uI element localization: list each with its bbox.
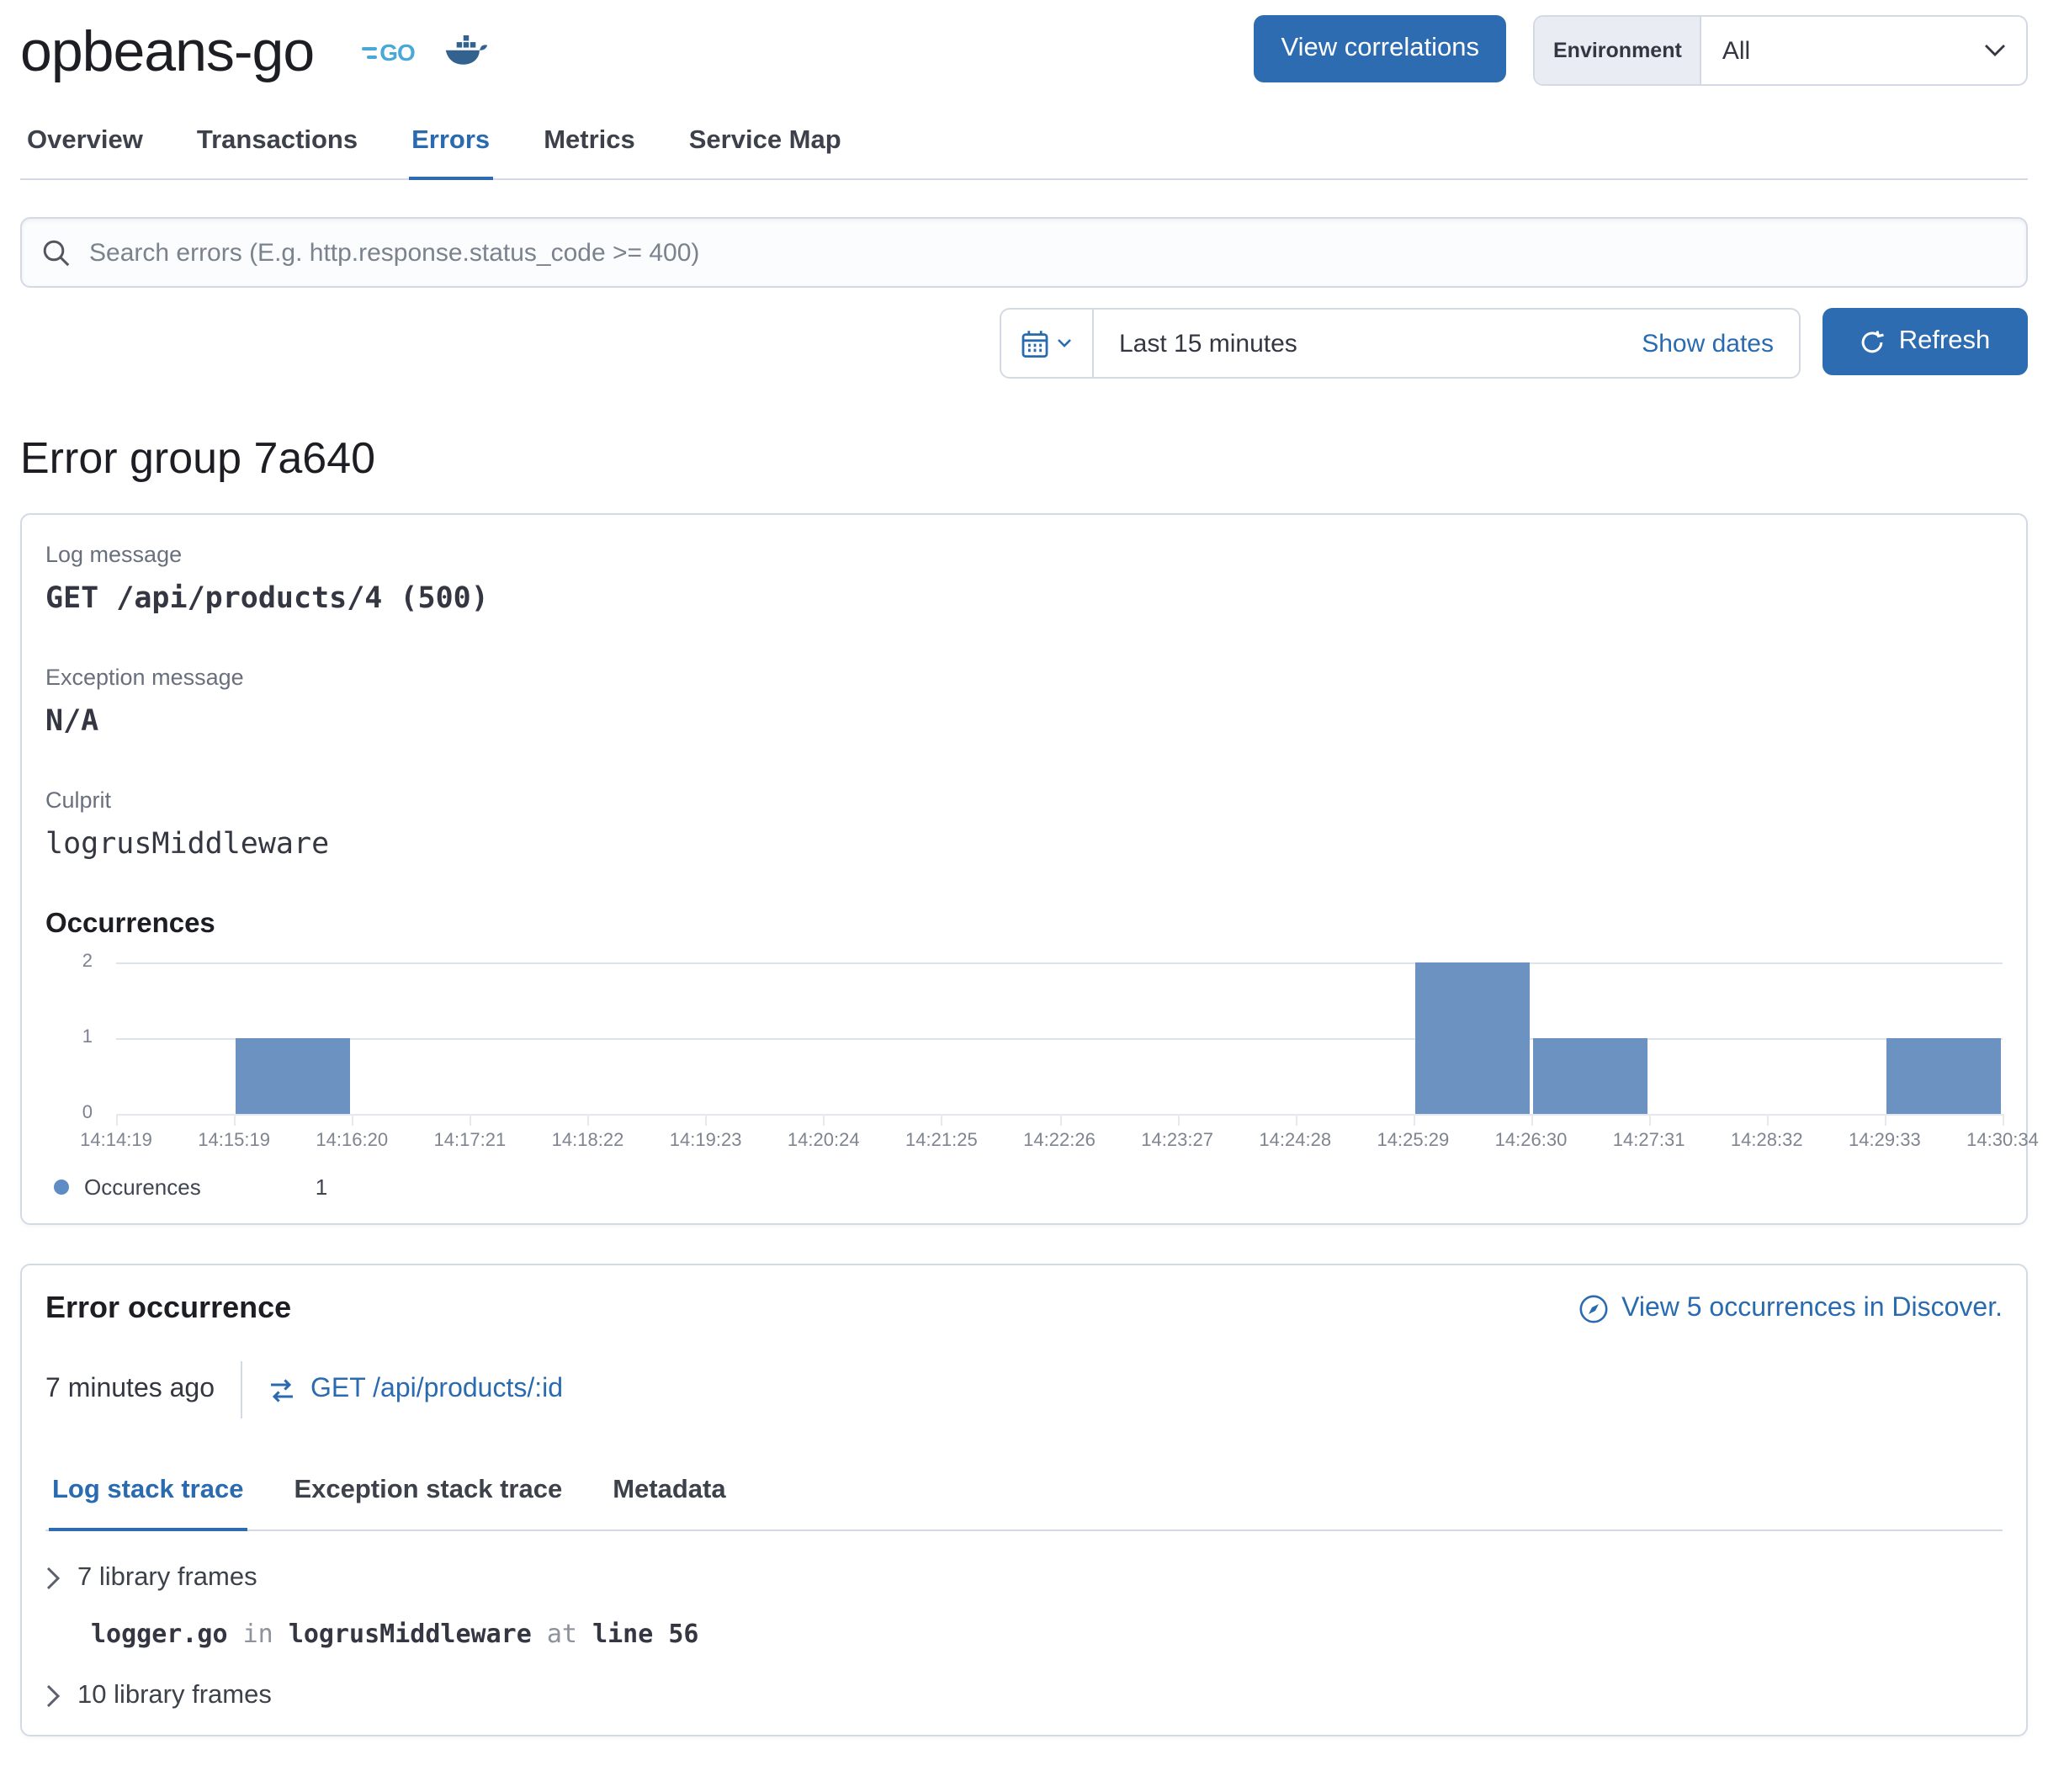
page-title: Error group 7a640 (20, 432, 376, 483)
culprit-value: logrusMiddleware (45, 828, 330, 862)
search-input[interactable] (86, 236, 2006, 268)
apm-error-group-page: opbeans-go GO View correlations Environm… (20, 0, 2039, 1736)
docker-icon (445, 34, 489, 70)
legend-dot-icon (54, 1180, 69, 1195)
show-dates-link[interactable]: Show dates (1642, 329, 1774, 358)
occurrence-timestamp: 7 minutes ago (45, 1375, 215, 1403)
stack-frame[interactable]: logger.go in logrusMiddleware at line 56 (91, 1619, 699, 1649)
date-picker: Last 15 minutes Show dates (1000, 308, 1801, 379)
chevron-right-icon (45, 1567, 61, 1590)
chevron-down-icon (1984, 44, 2006, 57)
refresh-button[interactable]: Refresh (1823, 308, 2028, 375)
search-icon (42, 238, 71, 267)
log-message-label: Log message (45, 542, 183, 567)
environment-select-value: All (1722, 36, 1751, 65)
exception-message-value: N/A (45, 705, 99, 739)
service-name-title: opbeans-go (20, 20, 315, 84)
legend-value: 1 (315, 1174, 328, 1200)
go-agent-icon: GO (361, 39, 416, 66)
log-message-value: GET /api/products/4 (500) (45, 582, 489, 616)
tab-metrics[interactable]: Metrics (544, 126, 635, 155)
occurrences-plot (116, 962, 2004, 1126)
stack-trace-tabs: Log stack trace Exception stack trace Me… (45, 1469, 2003, 1531)
chart-legend[interactable]: Occurences 1 (54, 1174, 2003, 1200)
library-frames-accordion-1[interactable]: 7 library frames (45, 1563, 2003, 1593)
error-group-card: Log message GET /api/products/4 (500) Ex… (20, 513, 2039, 1225)
discover-compass-icon (1578, 1293, 1608, 1323)
date-range-value[interactable]: Last 15 minutes (1119, 329, 1297, 358)
tab-service-map[interactable]: Service Map (688, 126, 841, 155)
transaction-link[interactable]: GET /api/products/:id (267, 1375, 563, 1405)
view-correlations-button[interactable]: View correlations (1254, 15, 1506, 82)
error-occurrence-title: Error occurrence (45, 1291, 292, 1324)
tab-metadata[interactable]: Metadata (613, 1476, 726, 1504)
page-header: opbeans-go GO View correlations Environm… (20, 0, 2028, 89)
tab-overview[interactable]: Overview (27, 126, 143, 155)
transaction-icon (267, 1377, 295, 1402)
tab-log-stack-trace[interactable]: Log stack trace (49, 1469, 247, 1531)
error-search-bar[interactable] (20, 217, 2028, 288)
culprit-label: Culprit (45, 787, 112, 813)
environment-select-label: Environment (1535, 17, 1702, 84)
calendar-icon (1021, 329, 1048, 358)
x-axis-labels: 14:14:19 14:15:19 14:16:20 14:17:21 14:18:22… (80, 1131, 2039, 1151)
tab-errors[interactable]: Errors (408, 116, 494, 180)
chevron-down-icon (1057, 338, 1072, 348)
error-occurrence-card: Error occurrence View 5 occurrences in D… (20, 1264, 2028, 1736)
discover-link[interactable]: View 5 occurrences in Discover. (1578, 1293, 2003, 1323)
legend-label: Occurences (84, 1174, 201, 1200)
chevron-right-icon (45, 1684, 61, 1708)
exception-message-label: Exception message (45, 665, 244, 690)
refresh-icon (1860, 329, 1886, 354)
tab-transactions[interactable]: Transactions (196, 126, 358, 155)
quick-select-button[interactable] (1001, 310, 1094, 377)
tab-exception-stack-trace[interactable]: Exception stack trace (294, 1476, 563, 1504)
occurrences-chart-title: Occurrences (45, 909, 215, 939)
library-frames-accordion-2[interactable]: 10 library frames (45, 1681, 2003, 1711)
service-tabs: Overview Transactions Errors Metrics Ser… (20, 116, 2028, 180)
environment-select[interactable]: Environment All (1533, 15, 2028, 86)
